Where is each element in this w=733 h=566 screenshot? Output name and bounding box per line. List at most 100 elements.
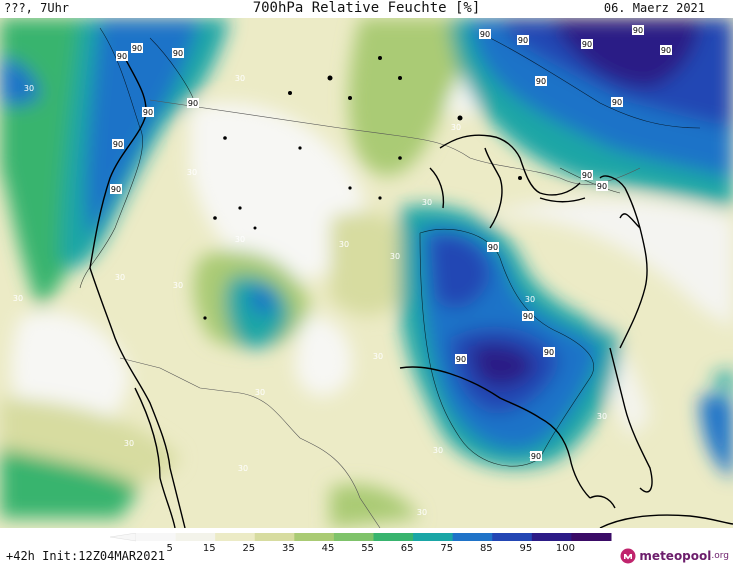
contour-label: 90	[488, 243, 498, 252]
contour-label-bg	[543, 347, 555, 357]
colorbar-label: 45	[321, 543, 335, 554]
contour-label: 30	[255, 388, 265, 397]
contour-label: 90	[612, 98, 622, 107]
contour-label-bg	[530, 451, 542, 461]
contour-label: 90	[523, 312, 533, 321]
contour-label: 30	[238, 464, 248, 473]
contour-label-bg	[187, 98, 199, 108]
contour-label: 30	[390, 252, 400, 261]
contour-label: 90	[173, 49, 183, 58]
colorbar-label: 95	[519, 543, 533, 554]
colorbar-label: 100	[555, 543, 576, 554]
contour-label-bg	[611, 97, 623, 107]
humidity-map: 90 90 90 90 90 90 90 30 30 30 30 30 30 30 30 30 30 30 90 90…	[0, 18, 733, 528]
colorbar-swatch	[175, 533, 216, 541]
colorbar-label: 65	[400, 543, 414, 554]
contour-label-bg	[487, 242, 499, 252]
contour-label: 90	[536, 77, 546, 86]
contour-label-bg	[110, 184, 122, 194]
contour-label-bg	[116, 51, 128, 61]
contour-label-bg	[660, 45, 672, 55]
colorbar-label: 35	[282, 543, 295, 554]
contour-label: 30	[451, 123, 461, 132]
contour-label: 30	[339, 240, 349, 249]
colorbar-swatch	[294, 533, 335, 541]
contour-label-bg	[581, 170, 593, 180]
contour-label: 90	[480, 30, 490, 39]
contour-label: 90	[633, 26, 643, 35]
contour-label: 30	[433, 446, 443, 455]
footer-bar: 5 15 25 35 45 55 65 75 85 95 100 +42h Init:12Z04MA…	[0, 528, 733, 566]
colorbar-swatch	[531, 533, 572, 541]
forecast-day-label: ???, 7Uhr	[4, 1, 70, 15]
colorbar-label: 55	[361, 543, 374, 554]
contour-label-bg	[581, 39, 593, 49]
contour-label: 30	[422, 198, 432, 207]
contour-label-bg	[131, 43, 143, 53]
contour-label: 30	[24, 84, 34, 93]
contour-label-bg	[522, 311, 534, 321]
contour-label: 90	[582, 40, 592, 49]
contour-label-bg	[455, 354, 467, 364]
colorbar: 5 15 25 35 45 55 65 75 85 95 100	[106, 530, 626, 554]
contour-label-bg	[596, 181, 608, 191]
contour-label: 90	[597, 182, 607, 191]
contour-label: 90	[518, 36, 528, 45]
colorbar-swatch	[413, 533, 454, 541]
colorbar-swatches	[109, 532, 612, 542]
colorbar-swatch	[136, 533, 177, 541]
colorbar-swatch	[492, 533, 533, 541]
contour-label: 90	[111, 185, 121, 194]
logo-tld: .org	[711, 551, 729, 561]
contour-label: 90	[661, 46, 671, 55]
contour-label-bg	[172, 48, 184, 58]
colorbar-swatch	[571, 533, 612, 541]
contour-label: 30	[597, 412, 607, 421]
contour-label: 30	[235, 74, 245, 83]
valid-date: 06. Maerz 2021	[603, 1, 705, 15]
contour-label-bg	[479, 29, 491, 39]
contour-label: 30	[13, 294, 23, 303]
colorbar-swatch	[254, 533, 295, 541]
contour-label: 30	[115, 273, 125, 282]
contour-label: 90	[132, 44, 142, 53]
contour-label: 30	[525, 295, 535, 304]
contour-label: 90	[113, 140, 123, 149]
contour-label-bg	[112, 139, 124, 149]
colorbar-swatch	[373, 533, 414, 541]
colorbar-low-arrow	[109, 532, 137, 542]
contour-label: 90	[582, 171, 592, 180]
meteopool-logo[interactable]: meteopool .org	[620, 548, 729, 564]
coastlines	[89, 57, 733, 528]
colorbar-swatch	[333, 533, 374, 541]
contour-label: 90	[143, 108, 153, 117]
logo-name: meteopool	[639, 549, 712, 563]
colorbar-label: 75	[440, 543, 454, 554]
country-borders	[119, 99, 641, 528]
colorbar-label: 15	[202, 543, 216, 554]
map-title: 700hPa Relative Feuchte [%]	[252, 0, 481, 16]
contour-label: 90	[544, 348, 554, 357]
colorbar-swatch	[215, 533, 256, 541]
contour-label: 30	[124, 439, 134, 448]
contour-label: 30	[417, 508, 427, 517]
contour-label: 90	[117, 52, 127, 61]
colorbar-swatch	[452, 533, 493, 541]
contour-label-bg	[535, 76, 547, 86]
header-bar: ???, 7Uhr 700hPa Relative Feuchte [%] 06…	[0, 0, 733, 18]
contour-label: 90	[531, 452, 541, 461]
contour-label: 30	[235, 235, 245, 244]
contour-labels: 90 90 90 90 90 90 90 30 30 30 30 30 30 30 30 30 30 30 90 90…	[13, 25, 672, 517]
contour-label: 90	[188, 99, 198, 108]
init-time: +42h Init:12Z04MAR2021	[6, 549, 165, 563]
contour-label: 90	[456, 355, 466, 364]
colorbar-label: 85	[479, 543, 493, 554]
contour-label-bg	[632, 25, 644, 35]
lakes	[203, 56, 522, 320]
contour-label-bg	[517, 35, 529, 45]
colorbar-label: 5	[166, 543, 173, 554]
contour-label: 30	[173, 281, 183, 290]
contour-label: 30	[373, 352, 383, 361]
colorbar-label: 25	[242, 543, 256, 554]
